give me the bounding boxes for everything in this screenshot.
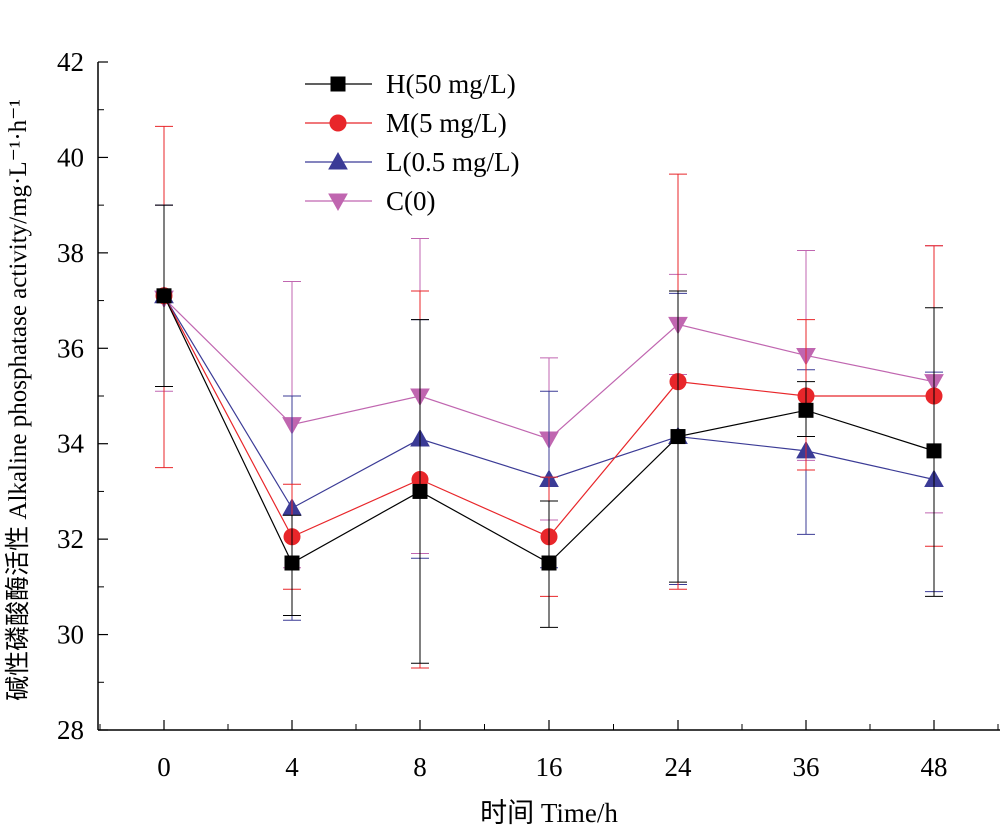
y-tick-label: 32	[57, 524, 84, 554]
y-tick-label: 34	[57, 429, 85, 459]
data-point	[284, 555, 300, 571]
y-axis-label: 碱性磷酸酶活性 Alkaline phosphatase activity/mg…	[4, 99, 32, 701]
x-tick-label: 16	[536, 752, 563, 782]
legend-marker	[330, 76, 346, 92]
data-point	[156, 288, 172, 304]
legend-marker	[329, 114, 347, 132]
x-tick-label: 36	[793, 752, 820, 782]
legend-label: L(0.5 mg/L)	[386, 147, 519, 177]
legend-item: H(50 mg/L)	[305, 69, 516, 99]
data-point	[798, 402, 814, 418]
y-tick-label: 42	[57, 47, 84, 77]
legend-item: C(0)	[305, 186, 436, 216]
legend-label: M(5 mg/L)	[386, 108, 507, 138]
x-tick-label: 24	[665, 752, 693, 782]
x-tick-label: 8	[413, 752, 427, 782]
y-tick-label: 36	[57, 333, 84, 363]
x-axis-ticks: 0 4 8 16 24 36 48	[99, 720, 999, 782]
x-tick-label: 0	[157, 752, 171, 782]
legend-item: M(5 mg/L)	[305, 108, 507, 138]
y-tick-label: 30	[57, 620, 84, 650]
series-square	[155, 204, 943, 664]
x-tick-label: 4	[285, 752, 299, 782]
x-axis-label: 时间 Time/h	[480, 798, 618, 828]
legend-marker	[328, 193, 348, 212]
legend: H(50 mg/L) M(5 mg/L) L(0.5 mg/L) C(0)	[305, 69, 519, 216]
legend-label: C(0)	[386, 186, 436, 216]
y-axis-ticks: 28 30 32 34 36 38 40 42	[57, 47, 108, 745]
series-layer	[154, 125, 944, 669]
data-point	[926, 443, 942, 459]
y-tick-label: 38	[57, 238, 84, 268]
data-point	[412, 483, 428, 499]
legend-label: H(50 mg/L)	[386, 69, 516, 99]
legend-item: L(0.5 mg/L)	[305, 147, 519, 177]
y-tick-label: 40	[57, 142, 84, 172]
legend-marker	[328, 151, 348, 170]
x-tick-label: 48	[921, 752, 948, 782]
data-point	[670, 429, 686, 445]
y-tick-label: 28	[57, 715, 84, 745]
data-point	[541, 555, 557, 571]
